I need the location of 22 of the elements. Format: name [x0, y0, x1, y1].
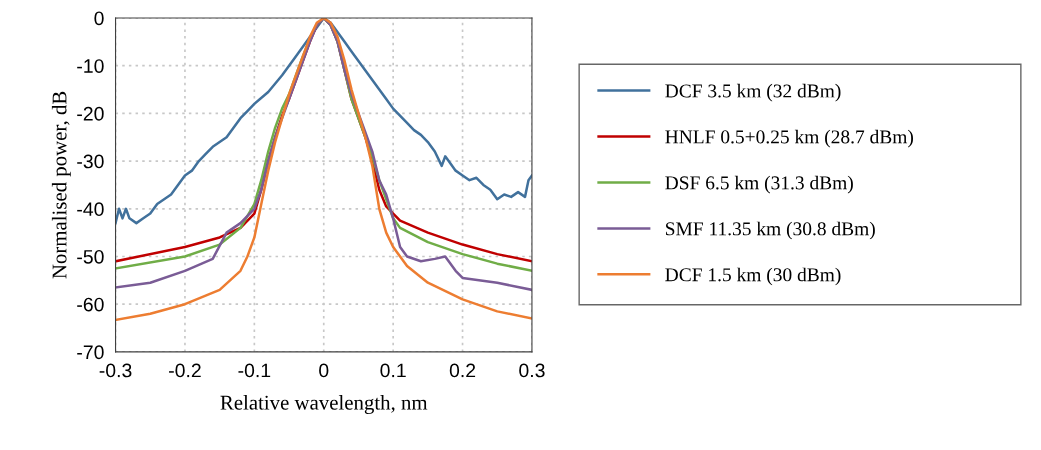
x-tick-label: 0.1	[380, 363, 406, 378]
y-tick-label: -60	[77, 297, 104, 312]
x-tick-label: 0.3	[519, 363, 545, 378]
x-tick-label: 0	[319, 363, 329, 378]
y-tick-label: -40	[77, 202, 104, 217]
y-tick-label: -10	[77, 59, 104, 73]
y-tick-label: 0	[94, 11, 104, 26]
x-tick-label: -0.3	[99, 363, 132, 378]
x-tick-label: -0.1	[238, 363, 271, 378]
legend-label: DCF 3.5 km (32 dBm)	[665, 83, 841, 102]
legend-label: DSF 6.5 km (31.3 dBm)	[665, 175, 853, 194]
y-tick-label: -30	[77, 154, 104, 169]
x-tick-label: 0.2	[449, 363, 476, 378]
legend-label: HNLF 0.5+0.25 km (28.7 dBm)	[665, 129, 914, 148]
y-tick-label: -70	[77, 345, 104, 360]
legend-label: SMF 11.35 km (30.8 dBm)	[666, 221, 875, 240]
y-tick-label: -20	[77, 106, 104, 121]
y-tick-label: -50	[77, 249, 104, 264]
x-tick-label: -0.2	[169, 363, 201, 378]
x-axis-title: Relative wavelength, nm	[220, 395, 428, 414]
legend-label: DCF 1.5 km (30 dBm)	[665, 267, 841, 286]
y-axis-title: Normalised power, dB	[51, 91, 71, 279]
